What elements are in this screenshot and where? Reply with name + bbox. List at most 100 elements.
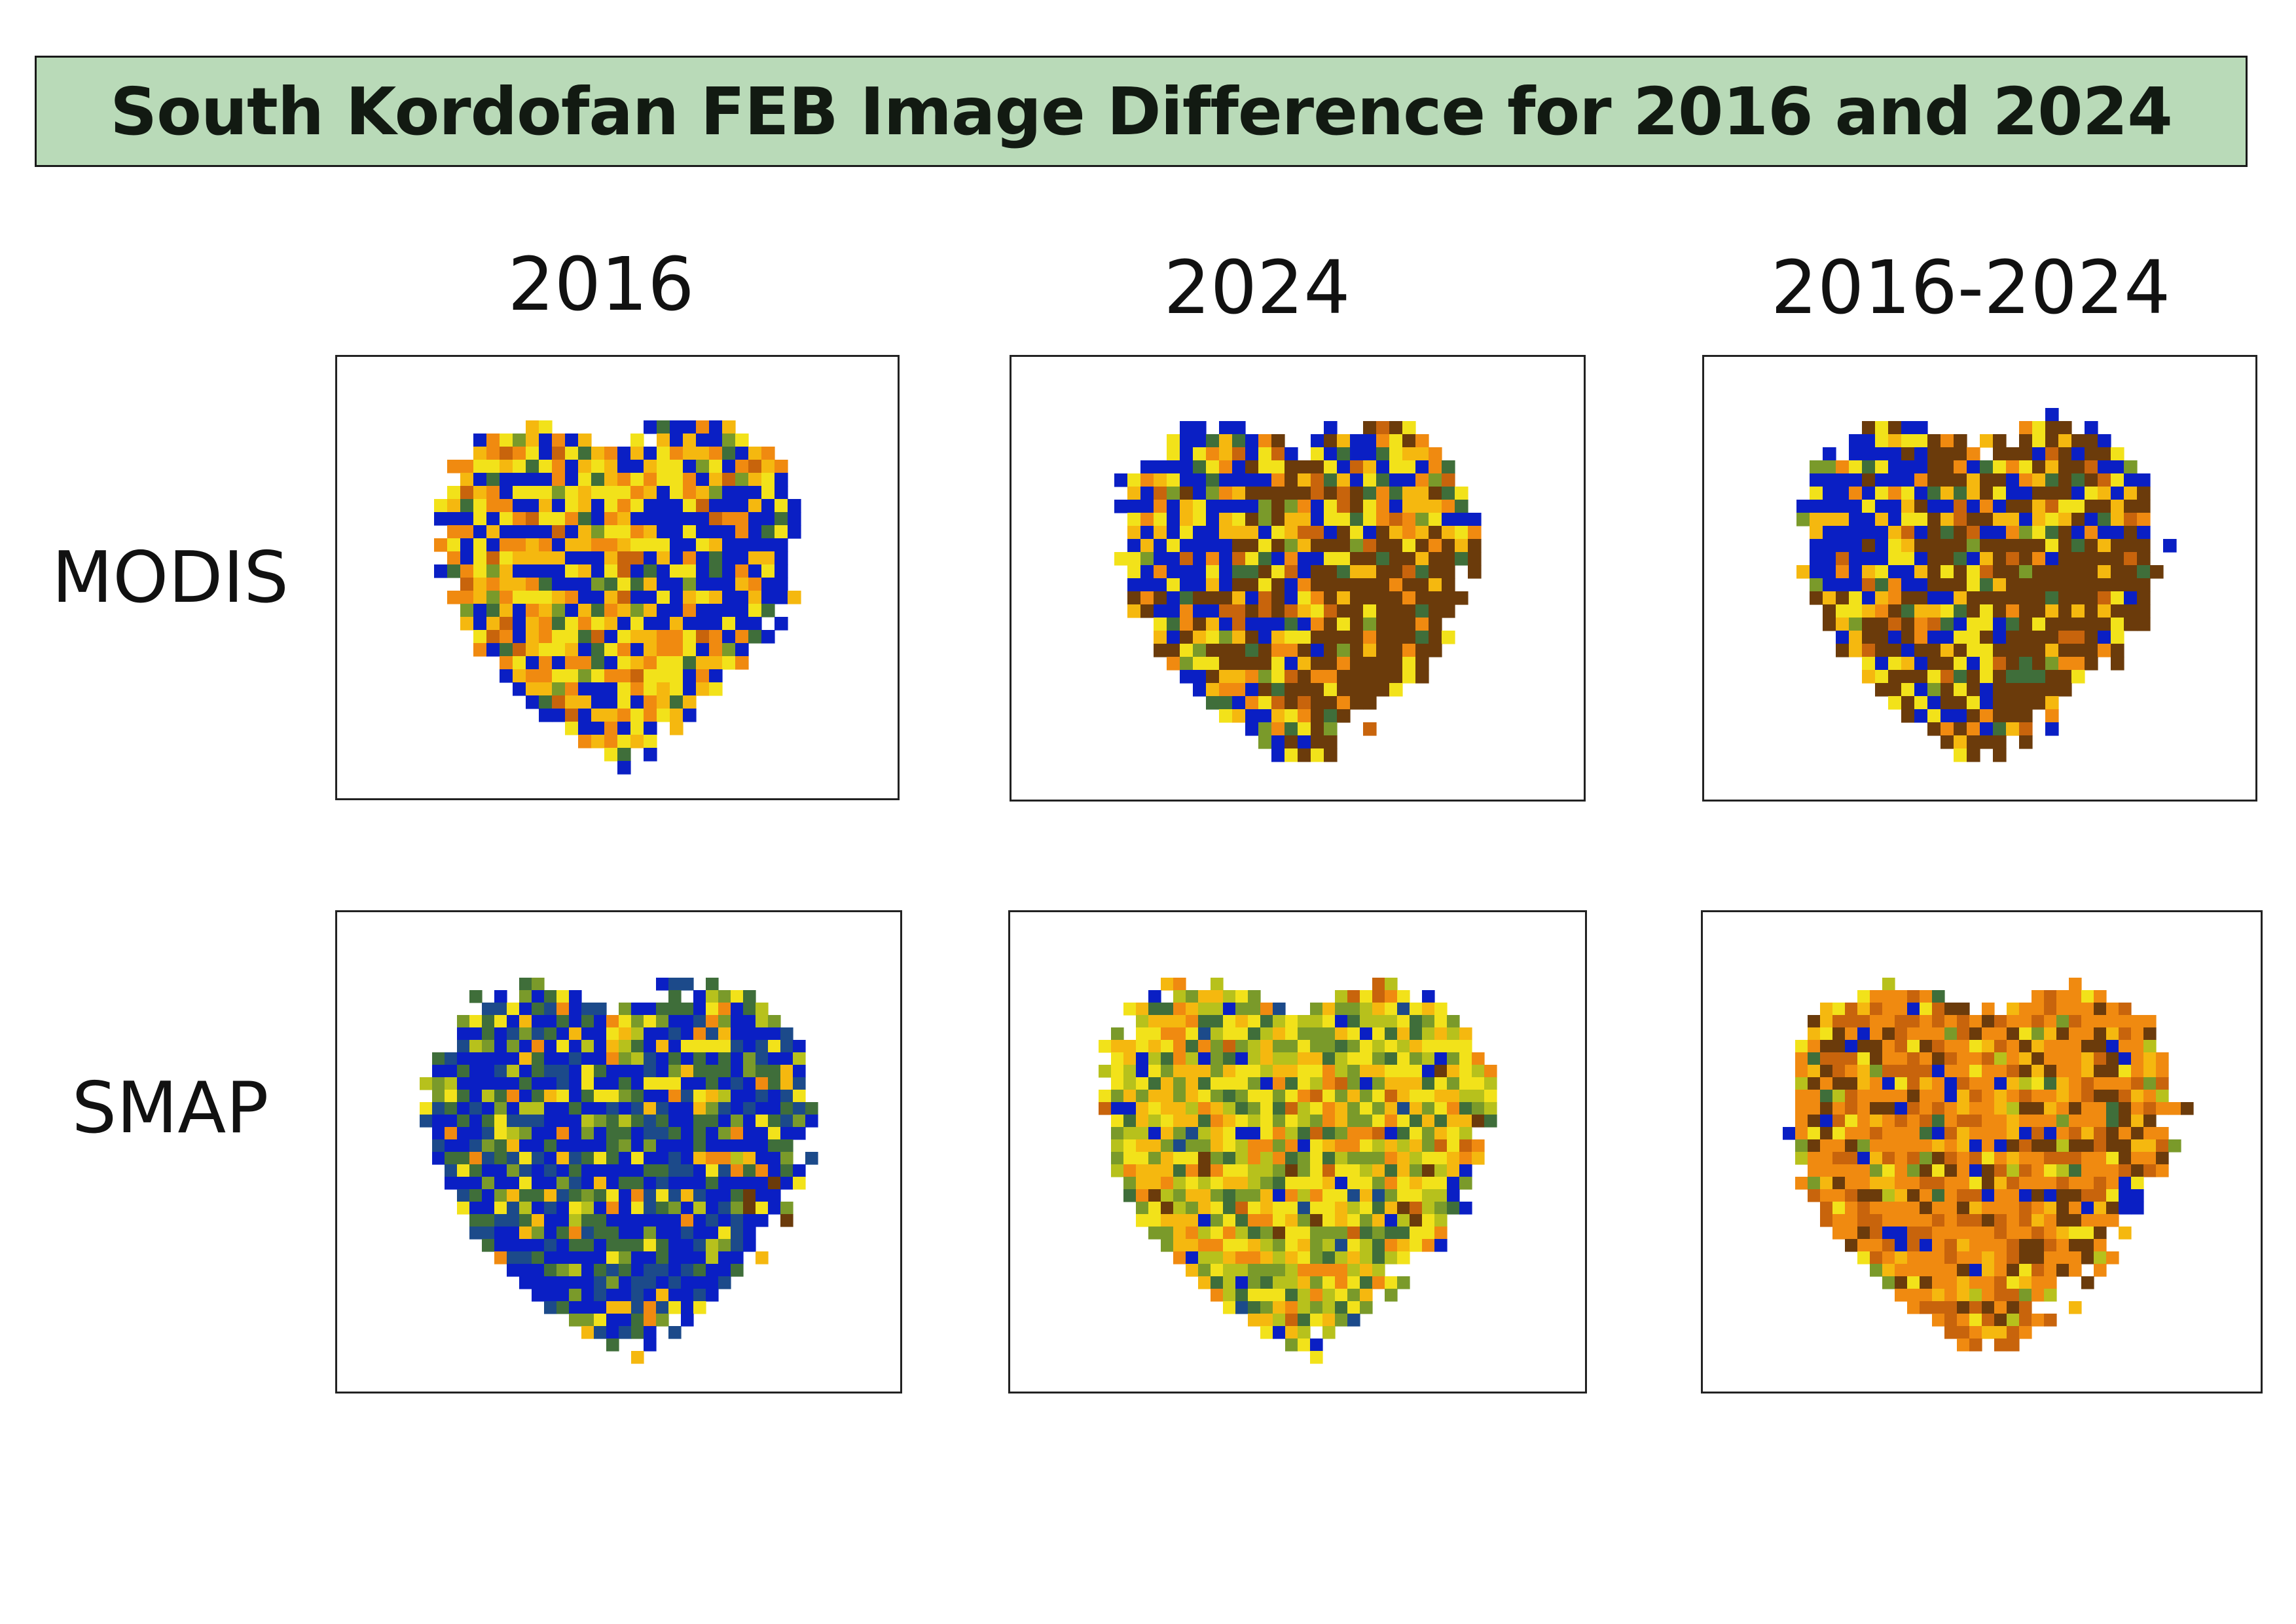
- map-pixel: [581, 1065, 594, 1078]
- map-pixel: [2006, 604, 2020, 618]
- map-pixel: [544, 1251, 557, 1264]
- map-pixel: [1260, 1177, 1273, 1190]
- map-pixel: [594, 1227, 607, 1240]
- map-pixel: [748, 473, 762, 487]
- map-pixel: [434, 564, 448, 578]
- map-pixel: [1285, 539, 1298, 553]
- map-pixel: [631, 1276, 644, 1289]
- map-pixel: [1932, 1164, 1945, 1177]
- map-pixel: [748, 538, 762, 552]
- map-pixel: [1298, 460, 1311, 474]
- map-pixel: [709, 460, 723, 473]
- map-pixel: [494, 1152, 507, 1165]
- map-pixel: [1186, 1152, 1199, 1165]
- map-pixel: [1372, 1139, 1385, 1153]
- map-pixel: [630, 578, 644, 591]
- map-pixel: [1434, 1102, 1448, 1115]
- map-pixel: [1245, 447, 1259, 461]
- map-pixel: [2124, 591, 2138, 605]
- map-pixel: [670, 617, 683, 631]
- map-pixel: [532, 1239, 545, 1252]
- map-pixel: [1211, 978, 1224, 991]
- map-pixel: [1376, 421, 1390, 435]
- map-pixel: [718, 1177, 731, 1190]
- map-pixel: [1372, 1164, 1385, 1177]
- map-pixel: [1271, 722, 1285, 736]
- map-pixel: [1845, 1239, 1858, 1252]
- map-pixel: [774, 525, 788, 539]
- map-pixel: [768, 1152, 781, 1165]
- map-pixel: [683, 709, 697, 722]
- map-pixel: [683, 460, 697, 473]
- map-pixel: [681, 1189, 694, 1202]
- map-pixel: [1927, 434, 1941, 448]
- map-pixel: [1944, 1326, 1958, 1339]
- map-pixel: [743, 1027, 756, 1041]
- map-pixel: [1472, 1115, 1485, 1128]
- map-pixel: [1397, 1065, 1410, 1078]
- map-pixel: [1459, 1152, 1472, 1165]
- map-pixel: [1310, 1177, 1323, 1190]
- map-pixel: [657, 591, 670, 604]
- map-pixel: [594, 1326, 607, 1339]
- map-pixel: [1136, 1202, 1149, 1215]
- map-pixel: [709, 578, 723, 591]
- map-pixel: [1862, 631, 1876, 644]
- map-pixel: [1442, 513, 1455, 526]
- map-pixel: [1298, 500, 1311, 513]
- map-pixel: [1211, 990, 1224, 1003]
- map-pixel: [1310, 1102, 1323, 1115]
- map-pixel: [539, 669, 553, 683]
- map-pixel: [1397, 1127, 1410, 1140]
- map-pixel: [2071, 657, 2085, 671]
- map-pixel: [1258, 696, 1272, 710]
- map-pixel: [670, 486, 683, 500]
- map-pixel: [507, 1127, 520, 1140]
- map-pixel: [526, 434, 539, 447]
- map-pixel: [1211, 1003, 1224, 1016]
- map-pixel: [780, 1065, 793, 1078]
- map-pixel: [1901, 421, 1915, 435]
- map-pixel: [619, 1003, 632, 1016]
- map-pixel: [532, 1227, 545, 1240]
- map-pixel: [2019, 644, 2033, 657]
- map-pixel: [644, 1152, 657, 1165]
- map-pixel: [774, 473, 788, 487]
- map-pixel: [513, 460, 526, 473]
- map-pixel: [1455, 513, 1468, 526]
- map-pixel: [1385, 1052, 1398, 1065]
- map-pixel: [1167, 618, 1180, 631]
- map-pixel: [774, 578, 788, 591]
- map-pixel: [578, 538, 592, 552]
- map-pixel: [1849, 460, 1863, 474]
- map-pixel: [469, 1115, 483, 1128]
- map-pixel: [591, 564, 605, 578]
- map-pixel: [1219, 670, 1233, 684]
- map-pixel: [1232, 460, 1246, 474]
- map-pixel: [457, 1152, 470, 1165]
- map-pixel: [1285, 460, 1298, 474]
- map-pixel: [1363, 578, 1377, 592]
- map-pixel: [1235, 1003, 1248, 1016]
- map-pixel: [1434, 1090, 1448, 1103]
- map-pixel: [2056, 1102, 2069, 1115]
- map-pixel: [1223, 1214, 1236, 1227]
- map-pixel: [617, 551, 631, 565]
- map-pixel: [1140, 487, 1154, 500]
- map-pixel: [482, 1139, 495, 1153]
- map-pixel: [722, 617, 736, 631]
- map-pixel: [1235, 1015, 1248, 1028]
- map-pixel: [2156, 1152, 2169, 1165]
- map-pixel: [1969, 1251, 1982, 1264]
- map-pixel: [1415, 473, 1429, 487]
- map-pixel: [1862, 487, 1876, 500]
- map-pixel: [1895, 1102, 1908, 1115]
- map-pixel: [709, 617, 723, 631]
- map-pixel: [1198, 1276, 1211, 1289]
- map-pixel: [1459, 1065, 1472, 1078]
- map-pixel: [486, 604, 500, 618]
- map-pixel: [1845, 1065, 1858, 1078]
- map-pixel: [1857, 1127, 1870, 1140]
- map-pixel: [644, 1040, 657, 1053]
- map-pixel: [1180, 460, 1194, 474]
